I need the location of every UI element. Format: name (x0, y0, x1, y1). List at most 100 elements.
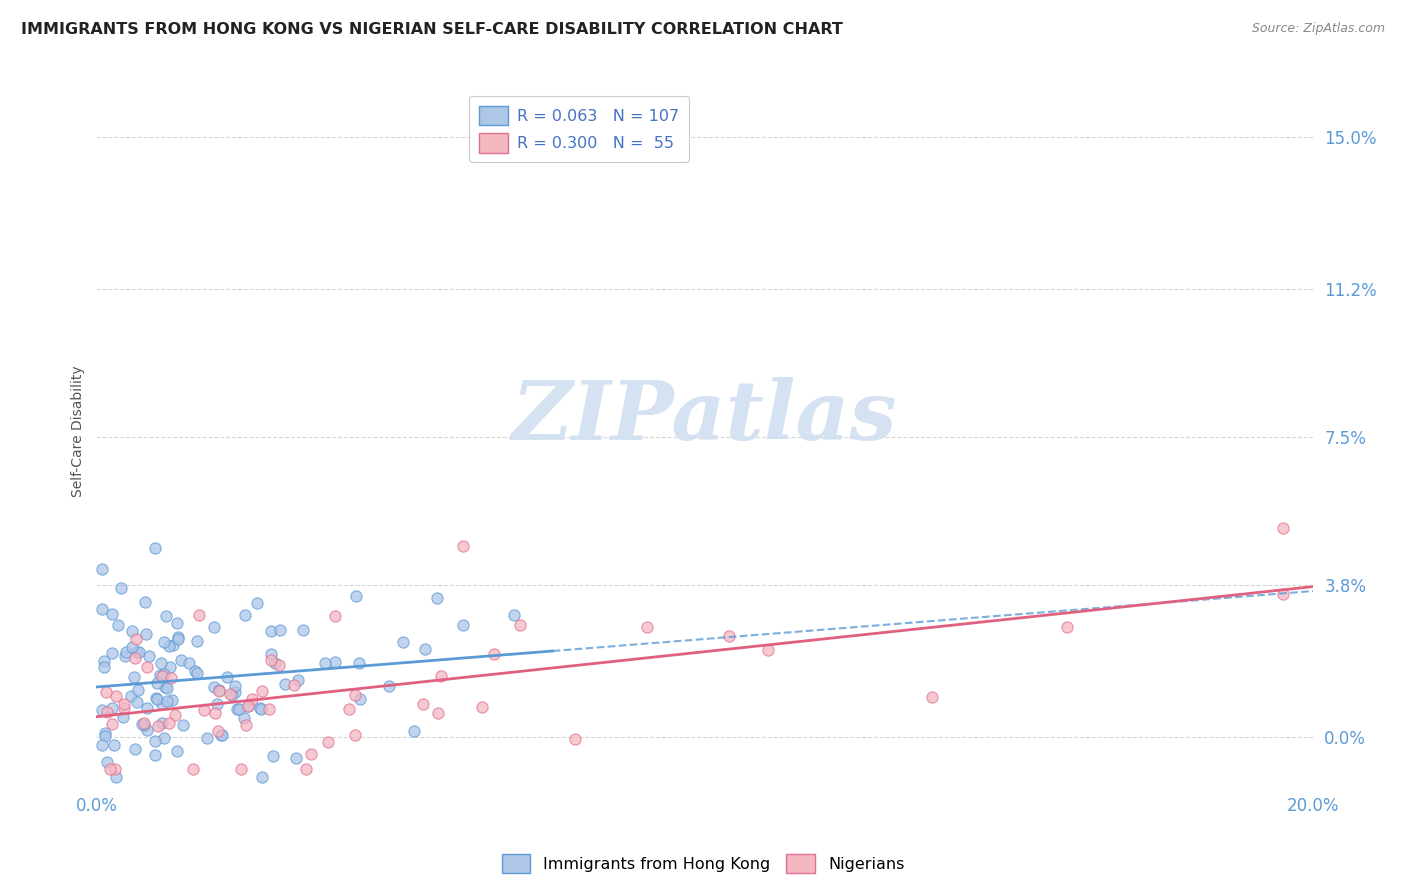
Point (91, 703, 114, 717)
Point (224, 685, 246, 699)
Point (157, 639, 180, 653)
Point (314, 657, 336, 671)
Point (344, 589, 367, 603)
Point (274, 677, 297, 691)
Point (150, 716, 173, 731)
Point (93, 659, 115, 673)
Point (263, 656, 285, 670)
Point (219, 687, 242, 701)
Point (202, 620, 225, 634)
Point (193, 703, 215, 717)
Point (160, 693, 183, 707)
Point (756, 643, 779, 657)
Point (921, 690, 943, 704)
Point (103, 738, 125, 752)
Point (257, 702, 280, 716)
Point (93, 654, 115, 668)
Point (150, 697, 173, 711)
Point (101, 607, 124, 622)
Point (101, 700, 124, 714)
Point (1271, 521, 1294, 535)
Point (132, 718, 155, 732)
Point (283, 678, 305, 692)
Point (181, 763, 204, 777)
Point (153, 635, 176, 649)
Point (146, 692, 169, 706)
Point (378, 679, 401, 693)
Point (343, 728, 366, 742)
Point (224, 679, 246, 693)
Point (166, 632, 188, 646)
Point (207, 724, 229, 739)
Point (107, 618, 129, 632)
Point (157, 716, 180, 731)
Point (392, 635, 415, 649)
Point (160, 671, 183, 685)
Point (136, 723, 159, 737)
Point (96, 756, 118, 770)
Legend: R = 0.063   N = 107, R = 0.300   N =  55: R = 0.063 N = 107, R = 0.300 N = 55 (470, 96, 689, 162)
Point (135, 627, 157, 641)
Point (96, 684, 118, 698)
Point (104, 689, 127, 703)
Point (717, 629, 740, 643)
Point (186, 666, 208, 681)
Point (148, 668, 170, 682)
Point (250, 683, 273, 698)
Point (207, 684, 229, 698)
Point (207, 698, 229, 712)
Point (291, 623, 314, 637)
Point (221, 688, 243, 702)
Point (159, 659, 181, 673)
Point (145, 690, 167, 705)
Text: IMMIGRANTS FROM HONG KONG VS NIGERIAN SELF-CARE DISABILITY CORRELATION CHART: IMMIGRANTS FROM HONG KONG VS NIGERIAN SE… (21, 22, 844, 37)
Point (188, 607, 211, 622)
Point (269, 623, 291, 637)
Point (246, 596, 269, 610)
Point (170, 653, 193, 667)
Point (122, 670, 145, 684)
Point (262, 748, 284, 763)
Point (183, 664, 205, 678)
Point (150, 669, 173, 683)
Point (260, 624, 283, 639)
Point (503, 607, 526, 622)
Point (412, 697, 434, 711)
Point (226, 702, 249, 716)
Point (564, 731, 586, 746)
Point (426, 706, 449, 721)
Point (134, 595, 156, 609)
Point (509, 617, 531, 632)
Point (451, 539, 474, 553)
Point (165, 708, 187, 723)
Point (138, 648, 160, 663)
Point (325, 655, 347, 669)
Point (235, 718, 257, 732)
Point (136, 660, 159, 674)
Point (143, 541, 166, 556)
Point (229, 762, 252, 776)
Point (316, 735, 339, 749)
Point (156, 681, 179, 696)
Point (429, 669, 451, 683)
Point (299, 747, 322, 761)
Point (121, 640, 143, 654)
Point (162, 638, 184, 652)
Point (204, 706, 226, 720)
Text: Source: ZipAtlas.com: Source: ZipAtlas.com (1251, 22, 1385, 36)
Point (228, 701, 250, 715)
Point (111, 709, 134, 723)
Y-axis label: Self-Care Disability: Self-Care Disability (72, 366, 86, 497)
Point (105, 771, 128, 785)
Point (166, 743, 188, 757)
Point (238, 698, 260, 713)
Point (195, 731, 218, 745)
Point (250, 702, 273, 716)
Point (284, 751, 307, 765)
Point (132, 715, 155, 730)
Point (110, 581, 132, 595)
Point (260, 652, 283, 666)
Point (349, 691, 371, 706)
Point (202, 680, 225, 694)
Point (124, 651, 146, 665)
